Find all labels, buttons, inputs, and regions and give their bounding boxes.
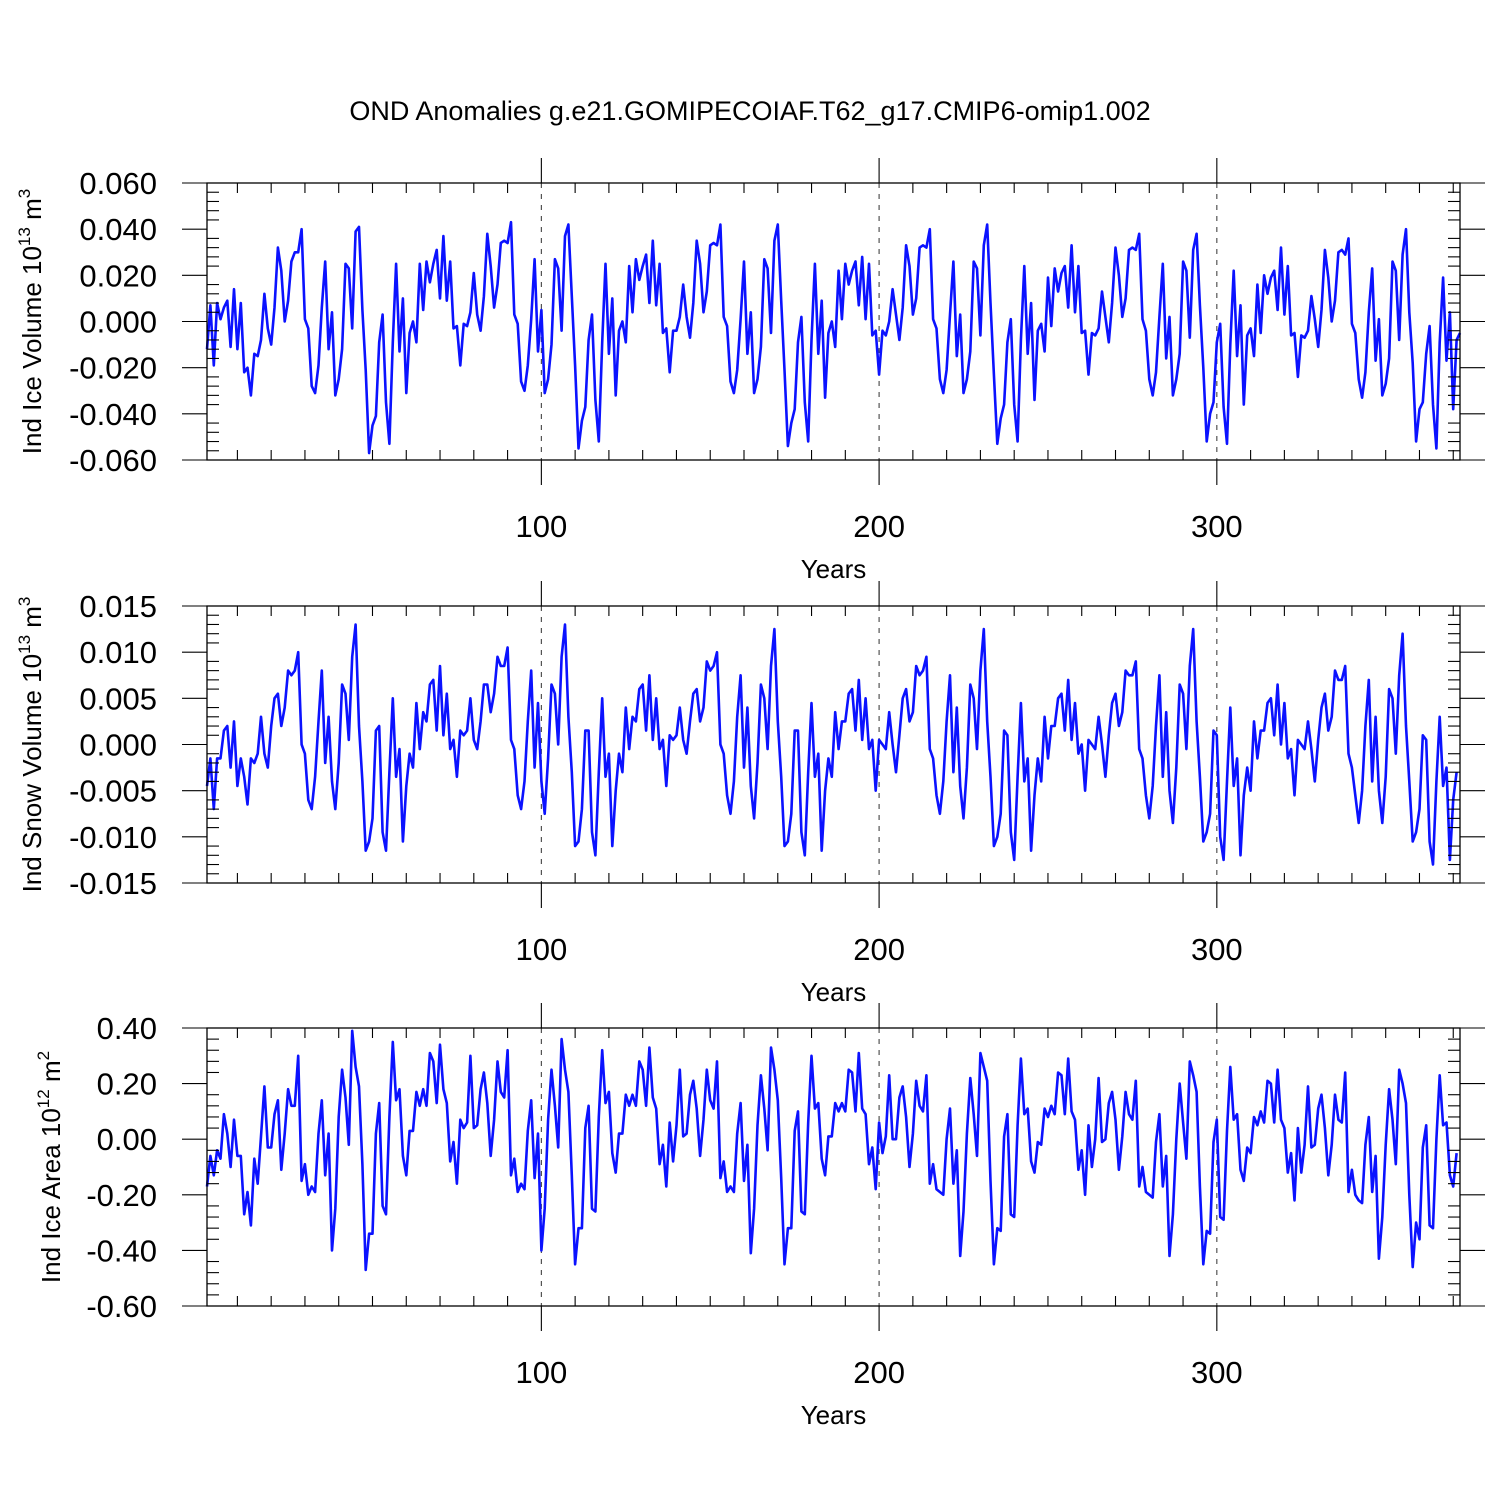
x-tick-label: 100 <box>515 932 567 967</box>
x-tick-label: 200 <box>853 509 905 544</box>
y-tick-label: 0.40 <box>97 1011 157 1046</box>
x-tick-label: 300 <box>1191 509 1243 544</box>
panels: 100 200 300 Years 0.060 0.040 0.020 0.000 -0.020… <box>15 158 1485 1430</box>
y-tick-label: 0.000 <box>79 305 157 340</box>
x-tick-label: 300 <box>1191 932 1243 967</box>
x-axis-label: Years <box>801 977 867 1007</box>
x-tick-label: 100 <box>515 1355 567 1390</box>
y-tick-label: -0.40 <box>86 1233 157 1268</box>
y-axis-label: Ind Ice Area 1012 m2 <box>34 1051 66 1283</box>
series-line <box>205 220 1462 455</box>
x-tick-label: 200 <box>853 1355 905 1390</box>
y-axis-label: Ind Snow Volume 1013 m3 <box>15 597 47 893</box>
y-axis-label-text: Ind Ice Volume 10 <box>17 246 47 454</box>
y-axis-label-text: Ind Snow Volume 10 <box>17 654 47 893</box>
y-axis-label-superscript: 3 <box>15 597 34 606</box>
y-tick-label: 0.000 <box>79 728 157 763</box>
y-axis-label-superscript: 13 <box>15 635 34 654</box>
y-tick-label: 0.060 <box>79 166 157 201</box>
panel-1: 100 200 300 Years 0.060 0.040 0.020 0.000 -0.020… <box>15 158 1485 584</box>
x-tick-label: 300 <box>1191 1355 1243 1390</box>
x-axis-label: Years <box>801 554 867 584</box>
y-tick-label: -0.005 <box>69 774 157 809</box>
y-tick-label: -0.010 <box>69 820 157 855</box>
y-tick-label: 0.015 <box>79 589 157 624</box>
x-axis-label: Years <box>801 1400 867 1430</box>
y-axis-label-superscript: 3 <box>15 189 34 198</box>
y-tick-label: 0.010 <box>79 635 157 670</box>
y-axis-label-superscript: 13 <box>15 227 34 246</box>
y-axis-label-superscript: 2 <box>34 1051 53 1060</box>
plot-frame <box>206 1027 1461 1307</box>
figure-title: OND Anomalies g.e21.GOMIPECOIAF.T62_g17.… <box>349 96 1150 126</box>
series-line <box>205 1029 1458 1272</box>
x-tick-label: 100 <box>515 509 567 544</box>
panel-3: 100 200 300 Years 0.40 0.20 0.00 -0.20 -0.40 -0.6… <box>34 1003 1485 1430</box>
y-axis-label-text: m <box>36 1060 66 1089</box>
y-tick-label: 0.040 <box>79 212 157 247</box>
y-tick-label: -0.60 <box>86 1289 157 1324</box>
panel-2: 100 200 300 Years 0.015 0.010 0.005 0.000 -0.005… <box>15 581 1485 1007</box>
y-axis-label-superscript: 12 <box>34 1089 53 1108</box>
y-tick-label: -0.015 <box>69 866 157 901</box>
y-axis-label-text: m <box>17 606 47 635</box>
y-axis-label-text: m <box>17 198 47 227</box>
y-tick-label: 0.20 <box>97 1067 157 1102</box>
y-axis-label-text: Ind Ice Area 10 <box>36 1108 66 1283</box>
x-tick-label: 200 <box>853 932 905 967</box>
y-axis-label: Ind Ice Volume 1013 m3 <box>15 189 47 454</box>
y-tick-label: 0.00 <box>97 1122 157 1157</box>
series-line <box>205 623 1458 866</box>
y-tick-label: -0.20 <box>86 1178 157 1213</box>
y-tick-label: -0.060 <box>69 443 157 478</box>
y-tick-label: -0.040 <box>69 397 157 432</box>
y-tick-label: 0.005 <box>79 681 157 716</box>
y-tick-label: 0.020 <box>79 258 157 293</box>
y-tick-label: -0.020 <box>69 351 157 386</box>
